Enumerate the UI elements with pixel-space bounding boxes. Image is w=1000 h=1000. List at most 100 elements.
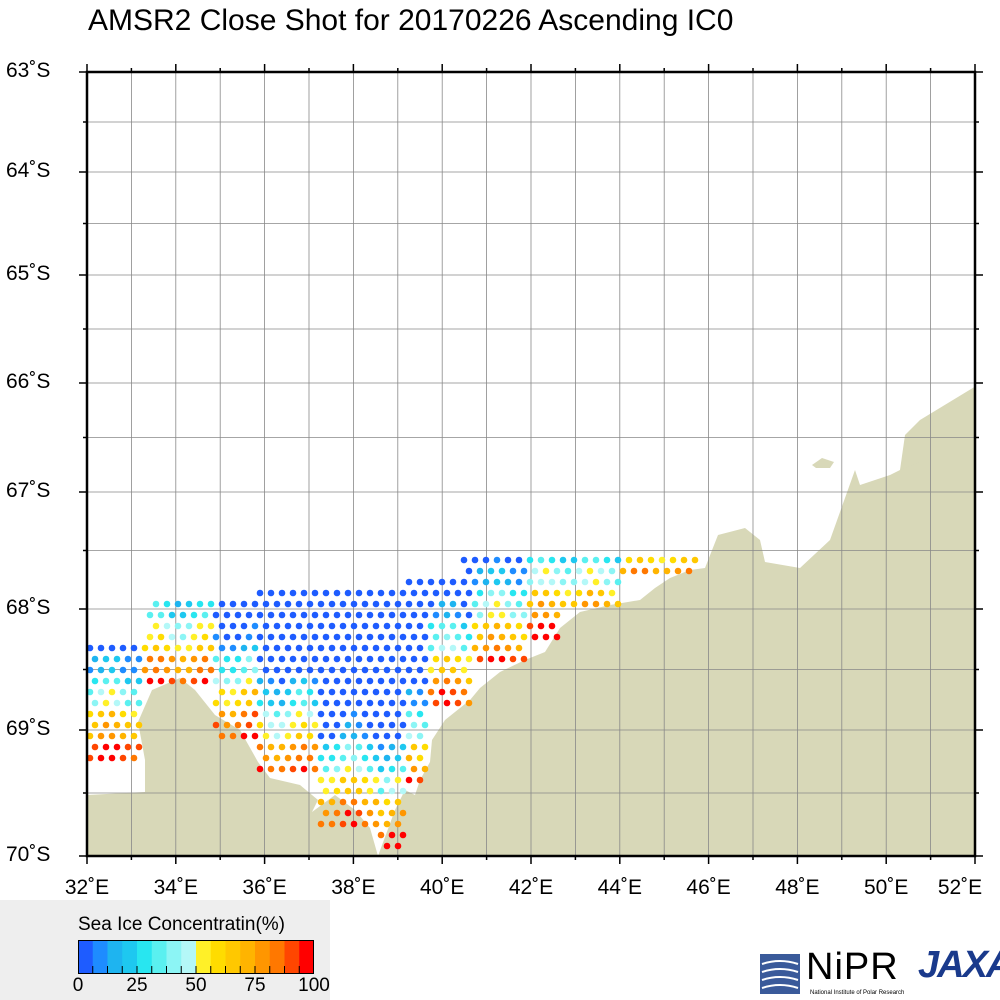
ice-point	[119, 688, 127, 696]
ice-point	[311, 699, 319, 707]
ice-point	[454, 655, 462, 663]
ice-point	[355, 633, 363, 641]
ice-point	[592, 578, 600, 586]
ice-point	[152, 666, 160, 674]
ice-point	[388, 721, 396, 729]
ice-concentration-points	[86, 556, 699, 850]
ice-point	[350, 754, 358, 762]
ice-point	[328, 732, 336, 740]
ice-point	[394, 820, 402, 828]
ice-point	[317, 798, 325, 806]
ice-point	[542, 611, 550, 619]
ice-point	[207, 666, 215, 674]
ice-point	[559, 600, 567, 608]
ice-point	[432, 655, 440, 663]
ice-point	[311, 633, 319, 641]
ice-point	[163, 600, 171, 608]
ice-point	[344, 699, 352, 707]
ice-point	[449, 688, 457, 696]
ice-point	[355, 743, 363, 751]
ice-point	[454, 589, 462, 597]
ice-point	[251, 732, 259, 740]
ice-point	[201, 655, 209, 663]
ice-point	[531, 611, 539, 619]
ice-point	[388, 677, 396, 685]
ice-point	[350, 622, 358, 630]
ice-point	[465, 611, 473, 619]
ice-point	[163, 666, 171, 674]
ice-point	[207, 600, 215, 608]
ice-point	[317, 600, 325, 608]
ice-point	[124, 699, 132, 707]
ice-point	[394, 776, 402, 784]
ice-point	[460, 666, 468, 674]
latitude-label: 65˚S	[6, 262, 51, 285]
ice-point	[300, 765, 308, 773]
ice-point	[240, 644, 248, 652]
longitude-label: 46˚E	[686, 876, 731, 899]
ice-point	[405, 688, 413, 696]
ice-point	[218, 710, 226, 718]
ice-point	[350, 600, 358, 608]
ice-point	[520, 633, 528, 641]
ice-point	[212, 699, 220, 707]
map-title: AMSR2 Close Shot for 20170226 Ascending …	[88, 4, 734, 37]
ice-point	[531, 567, 539, 575]
ice-point	[691, 556, 699, 564]
ice-point	[619, 567, 627, 575]
ice-point	[493, 622, 501, 630]
ice-point	[498, 655, 506, 663]
legend-color-step	[284, 940, 300, 974]
ice-point	[377, 743, 385, 751]
ice-point	[454, 633, 462, 641]
ice-point	[113, 721, 121, 729]
longitude-label: 48˚E	[775, 876, 820, 899]
legend-color-step	[107, 940, 123, 974]
ice-point	[234, 699, 242, 707]
ice-point	[284, 600, 292, 608]
ice-point	[344, 809, 352, 817]
ice-point	[603, 600, 611, 608]
ice-point	[284, 666, 292, 674]
latitude-label: 70˚S	[6, 843, 51, 866]
ice-point	[603, 578, 611, 586]
ice-point	[333, 677, 341, 685]
ice-point	[267, 765, 275, 773]
ice-point	[174, 600, 182, 608]
ice-point	[229, 644, 237, 652]
ice-point	[410, 655, 418, 663]
ice-point	[218, 600, 226, 608]
ice-point	[256, 721, 264, 729]
legend-color-step	[181, 940, 197, 974]
ice-point	[399, 611, 407, 619]
ice-point	[399, 633, 407, 641]
ice-point	[372, 666, 380, 674]
ice-point	[273, 732, 281, 740]
ice-point	[229, 622, 237, 630]
ice-point	[377, 655, 385, 663]
ice-point	[355, 677, 363, 685]
ice-point	[108, 732, 116, 740]
ice-point	[317, 622, 325, 630]
ice-point	[311, 743, 319, 751]
longitude-label: 32˚E	[64, 876, 110, 899]
ice-point	[476, 633, 484, 641]
ice-point	[284, 622, 292, 630]
ice-point	[130, 666, 138, 674]
ice-point	[427, 578, 435, 586]
ice-point	[278, 589, 286, 597]
ice-point	[256, 765, 264, 773]
ice-point	[317, 644, 325, 652]
ice-point	[394, 842, 402, 850]
ice-point	[388, 611, 396, 619]
ice-point	[256, 699, 264, 707]
ice-point	[212, 721, 220, 729]
ice-point	[405, 710, 413, 718]
ice-point	[581, 600, 589, 608]
legend-color-step	[210, 940, 226, 974]
ice-point	[119, 644, 127, 652]
ice-point	[157, 655, 165, 663]
ice-point	[278, 655, 286, 663]
ice-point	[432, 677, 440, 685]
ice-point	[465, 633, 473, 641]
